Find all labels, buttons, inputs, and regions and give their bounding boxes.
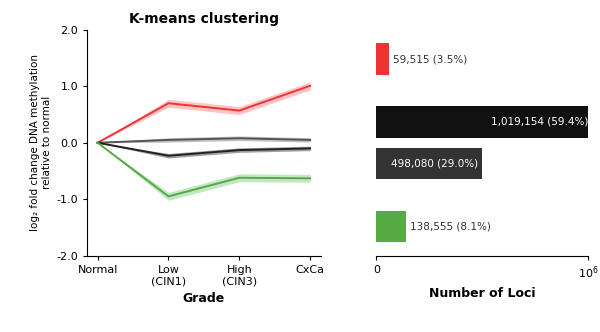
- Text: 498,080 (29.0%): 498,080 (29.0%): [391, 159, 478, 169]
- Bar: [376, 148, 482, 179]
- Title: K-means clustering: K-means clustering: [129, 12, 279, 26]
- Y-axis label: log₂ fold change DNA methylation
relative to normal: log₂ fold change DNA methylation relativ…: [31, 54, 52, 231]
- Text: 59,515 (3.5%): 59,515 (3.5%): [393, 54, 467, 64]
- Bar: [376, 106, 592, 137]
- Bar: [376, 211, 406, 242]
- X-axis label: Grade: Grade: [183, 292, 225, 305]
- Text: 138,555 (8.1%): 138,555 (8.1%): [410, 221, 490, 231]
- X-axis label: Number of Loci: Number of Loci: [429, 287, 535, 300]
- Bar: [376, 43, 389, 75]
- Text: 1,019,154 (59.4%): 1,019,154 (59.4%): [491, 117, 588, 127]
